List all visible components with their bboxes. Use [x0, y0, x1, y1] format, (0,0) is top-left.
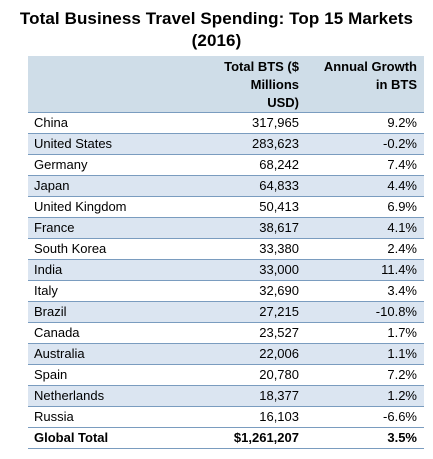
table-row: China 317,965 9.2%: [28, 112, 424, 134]
country-cell: India: [28, 259, 178, 281]
table-row: Russia 16,103 -6.6%: [28, 406, 424, 428]
table-row: Netherlands 18,377 1.2%: [28, 385, 424, 407]
country-cell: Brazil: [28, 301, 178, 323]
bts-value-cell: 23,527: [178, 322, 306, 344]
table-row: Italy 32,690 3.4%: [28, 280, 424, 302]
header-growth-line-1: Annual Growth: [323, 59, 417, 74]
country-cell: Spain: [28, 364, 178, 386]
country-cell: Russia: [28, 406, 178, 428]
country-cell: Japan: [28, 175, 178, 197]
table-row: Japan 64,833 4.4%: [28, 175, 424, 197]
table-row: France 38,617 4.1%: [28, 217, 424, 239]
table-row: Australia 22,006 1.1%: [28, 343, 424, 365]
country-cell: Canada: [28, 322, 178, 344]
total-row: Global Total $1,261,207 3.5%: [28, 427, 424, 449]
growth-value-cell: 4.4%: [306, 175, 424, 197]
title-line-2: (2016): [191, 31, 242, 50]
growth-value-cell: 1.7%: [306, 322, 424, 344]
header-country: [28, 56, 178, 113]
bts-value-cell: 283,623: [178, 133, 306, 155]
table-row: Brazil 27,215 -10.8%: [28, 301, 424, 323]
total-growth-cell: 3.5%: [306, 427, 424, 449]
bts-value-cell: 18,377: [178, 385, 306, 407]
country-cell: France: [28, 217, 178, 239]
header-bts-line-2: Millions: [250, 77, 299, 92]
country-cell: China: [28, 112, 178, 134]
header-bts: Total BTS ($ Millions USD): [178, 56, 306, 113]
growth-value-cell: 7.4%: [306, 154, 424, 176]
table-row: India 33,000 11.4%: [28, 259, 424, 281]
bts-value-cell: 68,242: [178, 154, 306, 176]
header-row: Total BTS ($ Millions USD) Annual Growth…: [28, 56, 424, 113]
total-label-cell: Global Total: [28, 427, 178, 449]
table-row: Canada 23,527 1.7%: [28, 322, 424, 344]
growth-value-cell: -10.8%: [306, 301, 424, 323]
bts-value-cell: 22,006: [178, 343, 306, 365]
growth-value-cell: -6.6%: [306, 406, 424, 428]
country-cell: United Kingdom: [28, 196, 178, 218]
bts-value-cell: 33,380: [178, 238, 306, 260]
bts-value-cell: 64,833: [178, 175, 306, 197]
total-bts-cell: $1,261,207: [178, 427, 306, 449]
growth-value-cell: 1.2%: [306, 385, 424, 407]
bts-value-cell: 317,965: [178, 112, 306, 134]
table-row: South Korea 33,380 2.4%: [28, 238, 424, 260]
country-cell: Australia: [28, 343, 178, 365]
table-row: Germany 68,242 7.4%: [28, 154, 424, 176]
bts-value-cell: 32,690: [178, 280, 306, 302]
title-line-1: Total Business Travel Spending: Top 15 M…: [19, 9, 414, 28]
growth-value-cell: 1.1%: [306, 343, 424, 365]
growth-value-cell: 9.2%: [306, 112, 424, 134]
bts-value-cell: 20,780: [178, 364, 306, 386]
bts-value-cell: 16,103: [178, 406, 306, 428]
bts-value-cell: 33,000: [178, 259, 306, 281]
bts-value-cell: 38,617: [178, 217, 306, 239]
table-body: China 317,965 9.2% United States 283,623 -0.2…: [28, 112, 424, 449]
header-growth-line-2: in BTS: [375, 77, 417, 92]
table-row: United States 283,623 -0.2%: [28, 133, 424, 155]
country-cell: United States: [28, 133, 178, 155]
bts-value-cell: 50,413: [178, 196, 306, 218]
bts-table: Total BTS ($ Millions USD) Annual Growth…: [28, 56, 424, 449]
header-bts-line-3: USD): [267, 95, 299, 110]
country-cell: Germany: [28, 154, 178, 176]
growth-value-cell: 3.4%: [306, 280, 424, 302]
table-row: United Kingdom 50,413 6.9%: [28, 196, 424, 218]
country-cell: Netherlands: [28, 385, 178, 407]
growth-value-cell: 4.1%: [306, 217, 424, 239]
growth-value-cell: 2.4%: [306, 238, 424, 260]
bts-value-cell: 27,215: [178, 301, 306, 323]
country-cell: South Korea: [28, 238, 178, 260]
growth-value-cell: 7.2%: [306, 364, 424, 386]
table-row: Spain 20,780 7.2%: [28, 364, 424, 386]
country-cell: Italy: [28, 280, 178, 302]
header-bts-line-1: Total BTS ($: [224, 59, 299, 74]
table-title: Total Business Travel Spending: Top 15 M…: [0, 8, 433, 52]
header-growth: Annual Growth in BTS: [306, 56, 424, 113]
growth-value-cell: -0.2%: [306, 133, 424, 155]
growth-value-cell: 11.4%: [306, 259, 424, 281]
growth-value-cell: 6.9%: [306, 196, 424, 218]
